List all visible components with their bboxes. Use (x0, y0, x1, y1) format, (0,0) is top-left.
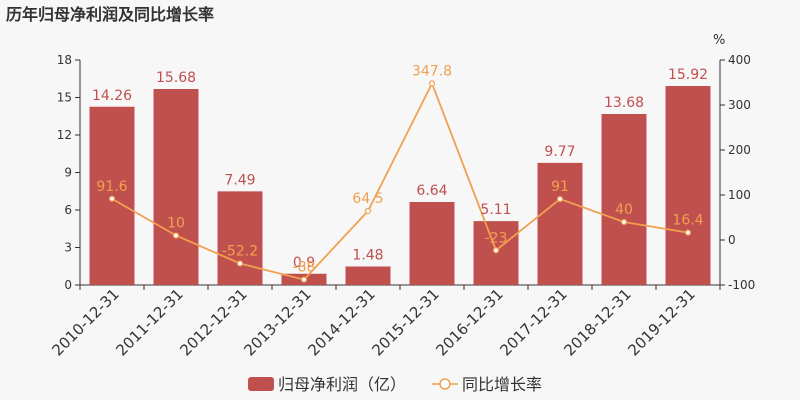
left-axis-tick-label: 18 (57, 53, 72, 67)
line-value-label: -52.2 (222, 243, 258, 259)
bar[interactable] (537, 162, 583, 285)
data-labels: 14.26 15.68 7.49 0.9 1.48 6.64 5.11 9.77 13.68 15… (92, 63, 708, 275)
x-axis-tick-label: 2012-12-31 (176, 285, 250, 359)
right-axis-tick-label: 200 (728, 143, 751, 157)
x-axis-tick-label: 2013-12-31 (240, 285, 314, 359)
line-point[interactable] (108, 195, 116, 202)
bar-value-label: 9.77 (544, 144, 575, 160)
bar[interactable] (345, 266, 391, 286)
x-axis-tick-label: 2019-12-31 (624, 285, 698, 359)
bar[interactable] (409, 202, 455, 285)
bar-value-label: 6.64 (416, 183, 447, 199)
line-point[interactable] (492, 247, 500, 254)
line-point[interactable] (364, 207, 372, 215)
left-axis-tick-label: 9 (64, 166, 72, 180)
right-axis-tick-label: 100 (728, 188, 751, 202)
bar[interactable] (665, 86, 711, 285)
left-axis-tick-label: 0 (64, 278, 72, 292)
line-value-label: 64.5 (352, 191, 383, 207)
legend-bar-label: 归母净利润（亿） (278, 375, 406, 394)
legend-line-marker (439, 378, 451, 390)
bar[interactable] (153, 89, 199, 285)
right-axis-tick-label: 0 (728, 233, 736, 247)
line-point[interactable] (300, 276, 308, 283)
left-axis-tick-label: 3 (64, 241, 72, 255)
x-axis-tick-label: 2016-12-31 (432, 285, 506, 359)
bar-value-label: 13.68 (604, 95, 644, 111)
x-axis-tick-label: 2011-12-31 (112, 285, 186, 359)
x-axis-tick-label: 2015-12-31 (368, 285, 442, 359)
bar[interactable] (217, 191, 263, 285)
line-point[interactable] (620, 218, 628, 226)
line-value-label: -23 (485, 230, 508, 246)
bar-value-label: 5.11 (480, 202, 511, 218)
line-point[interactable] (556, 195, 564, 203)
bar-value-label: 0.9 (293, 255, 315, 271)
x-axis-tick-label: 2018-12-31 (560, 285, 634, 359)
legend[interactable]: 归母净利润（亿） 同比增长率 (248, 375, 542, 394)
line-series (108, 80, 692, 283)
line-value-label: 10 (167, 216, 185, 232)
bar-value-label: 15.68 (156, 70, 196, 86)
right-axis-unit: % (713, 33, 725, 48)
left-axis-tick-label: 12 (57, 128, 72, 142)
bar-series (89, 86, 711, 286)
legend-line-label: 同比增长率 (462, 375, 542, 394)
bar-value-label: 7.49 (224, 172, 255, 188)
x-axis-tick-label: 2017-12-31 (496, 285, 570, 359)
line-point[interactable] (684, 229, 692, 236)
right-axis-tick-label: 300 (728, 98, 751, 112)
growth-line (111, 81, 689, 281)
left-axis-tick-label: 6 (64, 203, 72, 217)
line-value-label: 40 (615, 202, 633, 218)
bar-value-label: 1.48 (352, 248, 383, 264)
left-axis-tick-label: 15 (57, 91, 72, 105)
bar-value-label: 15.92 (668, 67, 708, 83)
line-value-label: 91.6 (96, 179, 127, 195)
chart-title: 历年归母净利润及同比增长率 (6, 5, 214, 24)
bar-value-label: 14.26 (92, 88, 132, 104)
bar[interactable] (601, 114, 647, 285)
legend-bar-swatch (248, 377, 274, 391)
x-axis-tick-label: 2010-12-31 (48, 285, 122, 359)
x-axis-tick-label: 2014-12-31 (304, 285, 378, 359)
line-value-label: 347.8 (412, 63, 452, 79)
line-value-label: -88 (293, 260, 316, 276)
line-point[interactable] (236, 260, 244, 267)
line-point[interactable] (172, 232, 180, 239)
line-point[interactable] (428, 80, 436, 87)
right-axis-tick-label: -100 (728, 278, 755, 292)
right-axis-tick-label: 400 (728, 53, 751, 67)
line-value-label: 16.4 (672, 213, 703, 229)
line-value-label: 91 (551, 179, 569, 195)
